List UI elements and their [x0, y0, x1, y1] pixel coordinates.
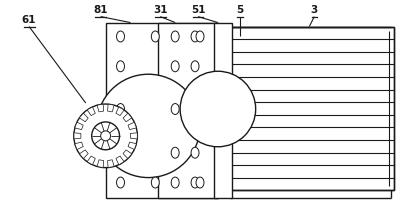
- Ellipse shape: [116, 61, 124, 72]
- Polygon shape: [87, 107, 95, 116]
- Text: 51: 51: [190, 5, 205, 15]
- Circle shape: [180, 71, 255, 147]
- Bar: [213, 23, 231, 198]
- Ellipse shape: [116, 147, 124, 158]
- Polygon shape: [87, 156, 95, 165]
- Ellipse shape: [151, 31, 159, 42]
- Ellipse shape: [196, 31, 203, 42]
- Polygon shape: [97, 104, 103, 112]
- Bar: [229, 27, 393, 191]
- Circle shape: [92, 122, 119, 150]
- Text: 5: 5: [236, 5, 243, 15]
- Circle shape: [100, 131, 110, 141]
- Text: 31: 31: [153, 5, 167, 15]
- Polygon shape: [123, 113, 132, 122]
- Polygon shape: [79, 150, 88, 158]
- Polygon shape: [75, 142, 83, 150]
- Text: 3: 3: [310, 5, 317, 15]
- Polygon shape: [128, 122, 136, 130]
- Ellipse shape: [171, 177, 179, 188]
- Ellipse shape: [116, 31, 124, 42]
- Polygon shape: [128, 142, 136, 150]
- Polygon shape: [107, 160, 114, 168]
- Ellipse shape: [116, 104, 124, 114]
- Polygon shape: [79, 113, 88, 122]
- Polygon shape: [116, 156, 124, 165]
- Ellipse shape: [196, 177, 203, 188]
- Polygon shape: [97, 160, 103, 168]
- Ellipse shape: [151, 177, 159, 188]
- Polygon shape: [107, 104, 114, 112]
- Ellipse shape: [171, 147, 179, 158]
- Ellipse shape: [116, 177, 124, 188]
- Polygon shape: [130, 133, 137, 139]
- Ellipse shape: [191, 61, 198, 72]
- Polygon shape: [74, 133, 81, 139]
- Ellipse shape: [191, 177, 198, 188]
- Circle shape: [74, 104, 137, 168]
- Polygon shape: [116, 107, 124, 116]
- Polygon shape: [75, 122, 83, 130]
- Text: 81: 81: [93, 5, 108, 15]
- Bar: [105, 23, 217, 198]
- Circle shape: [96, 74, 200, 178]
- Ellipse shape: [171, 104, 179, 114]
- Ellipse shape: [191, 31, 198, 42]
- Ellipse shape: [171, 31, 179, 42]
- Ellipse shape: [191, 104, 198, 114]
- Ellipse shape: [171, 61, 179, 72]
- Text: 61: 61: [22, 15, 36, 25]
- Ellipse shape: [191, 147, 198, 158]
- Polygon shape: [123, 150, 132, 158]
- Bar: [158, 23, 217, 198]
